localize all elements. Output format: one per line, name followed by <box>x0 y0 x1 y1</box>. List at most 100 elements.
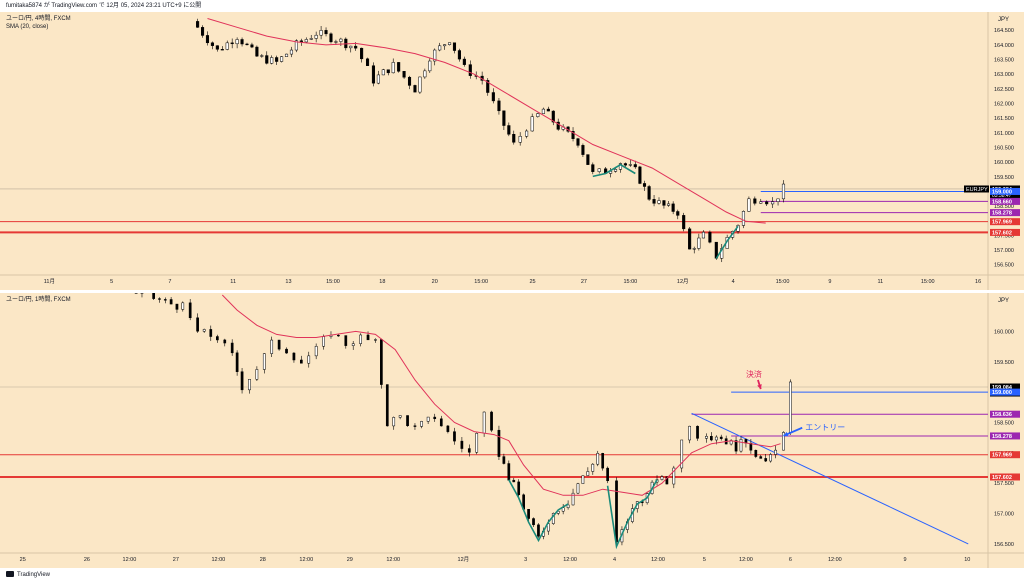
candle-down <box>275 57 279 62</box>
candle-down <box>652 199 656 204</box>
candle-down <box>169 299 173 305</box>
candle-down <box>497 429 501 457</box>
y-tick-label: 159.500 <box>994 175 1014 181</box>
candle-up <box>235 39 239 45</box>
annotation-text: エントリー <box>805 423 845 432</box>
candle-up <box>307 355 311 364</box>
candle-up <box>597 168 601 172</box>
candle-down <box>196 317 199 332</box>
candle-down <box>240 371 244 391</box>
sma-green-segment <box>508 479 569 543</box>
candle-up <box>591 463 595 472</box>
candle-down <box>754 449 758 457</box>
x-tick-label: 12月 <box>458 556 470 563</box>
x-tick-label: 11月 <box>44 278 55 285</box>
sma-line <box>221 294 781 496</box>
candle-down <box>623 163 627 166</box>
x-tick-label: 5 <box>703 557 706 563</box>
pane-divider[interactable] <box>0 290 1024 293</box>
candle-down <box>638 166 642 184</box>
candle-up <box>255 369 259 380</box>
candle-up <box>423 70 427 78</box>
y-tick-label: 156.500 <box>994 263 1014 269</box>
price-label-text: 158.278 <box>992 211 1012 217</box>
y-tick-label: 163.000 <box>994 72 1014 78</box>
x-tick-label: 12:00 <box>563 557 577 563</box>
candle-down <box>386 69 390 74</box>
x-tick-label: 7 <box>168 279 171 285</box>
x-tick-label: 25 <box>20 557 26 563</box>
candle-up <box>697 237 701 249</box>
candle-down <box>591 164 595 172</box>
candle-up <box>628 164 632 166</box>
candle-down <box>710 436 713 441</box>
price-label-box <box>990 388 1020 396</box>
candle-up <box>769 454 772 462</box>
x-tick-label: 28 <box>260 557 266 563</box>
y-tick-label: 157.500 <box>994 233 1014 239</box>
candle-up <box>692 248 696 250</box>
footer-brand: TradingView <box>17 572 51 578</box>
candle-up <box>475 433 479 453</box>
y-tick-label: 162.000 <box>994 101 1014 107</box>
candle-up <box>776 198 780 202</box>
candle-up <box>334 41 338 43</box>
candle-down <box>486 80 490 93</box>
candle-down <box>402 71 406 78</box>
candle-up <box>741 211 746 226</box>
sma-green-segment <box>606 479 658 550</box>
price-label-text: 159.000 <box>992 390 1012 396</box>
x-tick-label: 26 <box>84 557 90 563</box>
candle-down <box>453 431 456 442</box>
candle-down <box>235 352 239 372</box>
candle-down <box>460 440 464 449</box>
candle-up <box>571 492 575 506</box>
candle-down <box>215 45 219 50</box>
candle-up <box>433 49 437 62</box>
x-tick-label: 4 <box>613 557 616 563</box>
price-label-text: 159.084 <box>992 385 1013 391</box>
candle-up <box>339 38 343 42</box>
x-tick-label: 25 <box>529 279 535 285</box>
candle-up <box>771 201 775 205</box>
y-tick-label: 161.000 <box>994 131 1014 137</box>
candle-down <box>209 329 213 337</box>
candle-up <box>420 421 423 427</box>
annotation-text: 決済 <box>746 369 762 379</box>
y-tick-label: 158.500 <box>994 420 1014 426</box>
candle-up <box>739 439 743 452</box>
candle-down <box>551 110 555 123</box>
candle-up <box>438 45 442 51</box>
candle-up <box>581 475 585 484</box>
x-tick-label: 29 <box>347 557 353 563</box>
candle-down <box>581 145 585 155</box>
y-tick-label: 157.000 <box>994 248 1014 254</box>
candle-down <box>457 50 461 60</box>
candle-down <box>606 467 609 482</box>
x-tick-label: 9 <box>828 279 831 285</box>
chart-pane-1h[interactable]: ユーロ/円, 1時間, FXCM JPY 156.500 157.000 157.50… <box>0 293 1024 568</box>
candle-down <box>245 43 249 46</box>
candle-up <box>322 336 325 347</box>
candle-up <box>392 417 396 427</box>
candle-down <box>265 55 269 64</box>
candle-down <box>446 425 450 432</box>
chart-pane-4h[interactable]: ユーロ/円, 4時間, FXCM SMA (20, close) JPY 156.… <box>0 12 1024 290</box>
candle-down <box>329 33 333 43</box>
candle-down <box>642 183 647 187</box>
candle-down <box>502 456 506 464</box>
candle-up <box>376 74 380 84</box>
x-tick-label: 11 <box>230 279 236 285</box>
candle-down <box>765 201 769 205</box>
price-label-text: 158.636 <box>992 412 1012 418</box>
candle-down <box>527 509 530 519</box>
candle-up <box>443 44 447 47</box>
price-label-box <box>990 432 1020 440</box>
price-label-text: 158.278 <box>992 434 1012 440</box>
price-label-box <box>990 473 1020 481</box>
price-label-box <box>990 228 1020 236</box>
x-tick-label: 15:00 <box>776 279 790 285</box>
sma-green-segment <box>715 225 739 259</box>
candle-down <box>734 440 738 452</box>
candle-up <box>351 343 355 346</box>
